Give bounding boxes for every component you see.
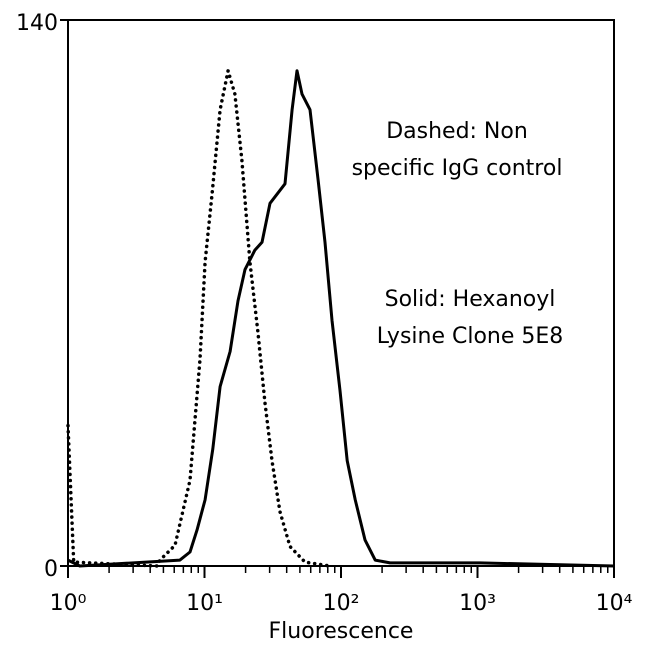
x-tick-label: 10¹ [186, 591, 223, 616]
x-axis-label: Fluorescence [269, 619, 414, 644]
series-line [67, 69, 615, 568]
y-tick-label: 0 [44, 557, 58, 582]
x-tick-label: 10⁰ [50, 591, 87, 616]
annotation: Solid: Hexanoyl [385, 287, 556, 312]
x-tick-label: 10² [323, 591, 360, 616]
annotation: specific IgG control [352, 156, 563, 181]
series-line [66, 68, 332, 568]
x-tick-label: 10³ [459, 591, 496, 616]
x-tick-label: 10⁴ [596, 591, 633, 616]
annotation: Dashed: Non [386, 119, 528, 144]
y-tick-label: 140 [16, 11, 58, 36]
annotation: Lysine Clone 5E8 [377, 324, 564, 349]
